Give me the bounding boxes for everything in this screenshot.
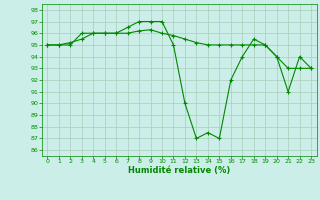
X-axis label: Humidité relative (%): Humidité relative (%) [128, 166, 230, 175]
